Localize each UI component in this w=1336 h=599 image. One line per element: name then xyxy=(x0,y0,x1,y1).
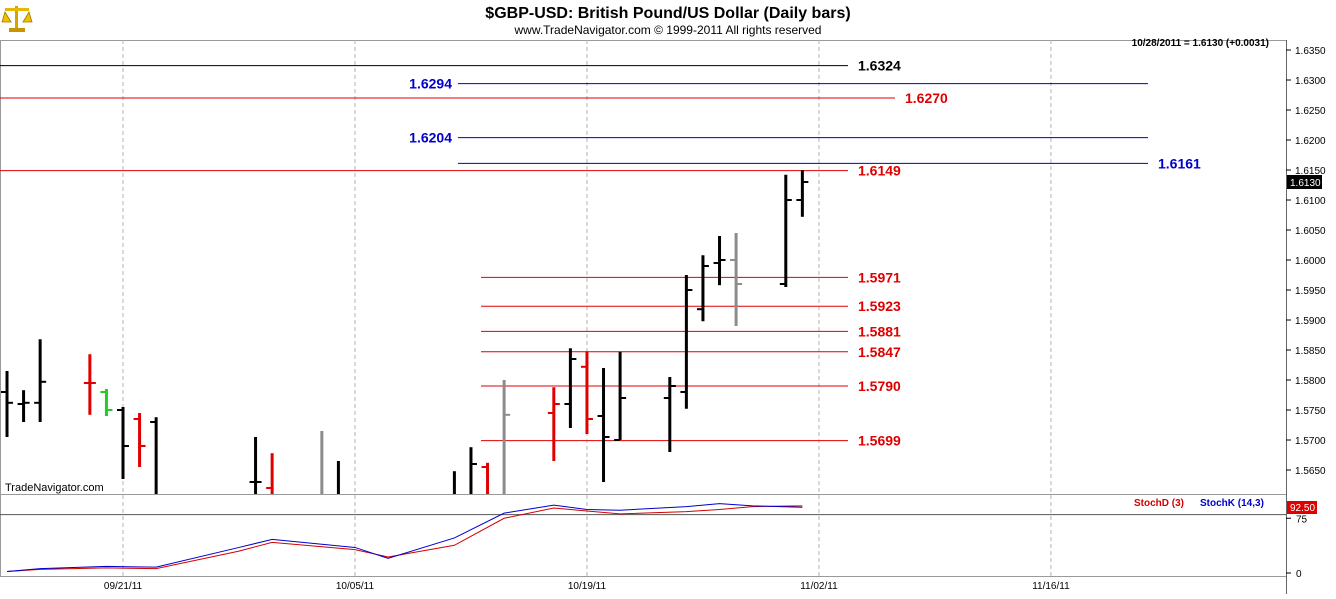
ohlc-bar xyxy=(34,339,47,422)
ohlc-bar xyxy=(580,351,593,434)
ohlc-bar xyxy=(481,462,490,494)
y-tick-label: 1.6300 xyxy=(1295,76,1326,87)
ohlc-bar xyxy=(597,368,610,482)
stoch-last-value-label: 92.50 xyxy=(1290,503,1315,514)
x-tick-label: 10/19/11 xyxy=(568,581,607,592)
ohlc-bar xyxy=(83,354,96,415)
stochastic-panel: 75 0 StochD (3) StochK (14,3) 92.50 xyxy=(0,498,1317,580)
ohlc-bar xyxy=(779,174,792,287)
ohlc-bar xyxy=(1,371,14,437)
y-tick-label: 1.6250 xyxy=(1295,106,1326,117)
price-level-label: 1.6270 xyxy=(905,90,948,106)
ohlc-bar xyxy=(249,437,262,494)
price-level-label: 1.6294 xyxy=(409,76,452,92)
price-level-label: 1.5971 xyxy=(858,269,901,285)
ohlc-bar xyxy=(614,351,627,441)
legend-stochk: StochK (14,3) xyxy=(1200,498,1264,509)
grid xyxy=(122,40,1052,576)
ohlc-bar xyxy=(796,170,809,217)
ohlc-bar xyxy=(713,236,726,286)
x-tick-label: 10/05/11 xyxy=(336,581,375,592)
x-tick-label: 11/16/11 xyxy=(1032,581,1070,592)
stochastic-panel-frame xyxy=(0,494,1287,577)
ohlc-bar xyxy=(133,413,146,467)
ohlc-bar xyxy=(150,417,158,494)
legend-stochd: StochD (3) xyxy=(1134,498,1184,509)
x-tick-label: 11/02/11 xyxy=(800,581,838,592)
y-tick-label: 1.6100 xyxy=(1295,196,1326,207)
y-tick-label: 1.5700 xyxy=(1295,436,1326,447)
price-level-label: 1.5790 xyxy=(858,378,901,394)
watermark-text: TradeNavigator.com xyxy=(5,482,104,494)
price-levels: 1.6324 1.6294 1.6270 1.6204 1.6161 1.6149 1.59… xyxy=(0,58,1201,449)
price-panel-frame xyxy=(0,40,1287,495)
last-price-label: 1.6130 xyxy=(1290,178,1321,189)
stoch-series-line xyxy=(6,503,803,573)
price-level-label: 1.5881 xyxy=(858,323,901,339)
stoch-y-tick-label: 75 xyxy=(1296,514,1308,525)
ohlc-bar xyxy=(696,255,709,322)
x-tick-label: 09/21/11 xyxy=(104,581,143,592)
y-tick-label: 1.5900 xyxy=(1295,316,1326,327)
stoch-y-tick-label: 0 xyxy=(1296,569,1302,580)
y-tick-label: 1.6050 xyxy=(1295,226,1326,237)
ohlc-bar xyxy=(680,275,693,409)
ohlc-bar xyxy=(564,348,577,428)
scales-logo-icon xyxy=(1,6,33,32)
price-level-label: 1.5923 xyxy=(858,298,901,314)
stoch-last-value-box xyxy=(1287,501,1317,514)
last-price-box xyxy=(1287,175,1322,189)
y-tick-label: 1.6000 xyxy=(1295,256,1326,267)
price-level-label: 1.5847 xyxy=(858,344,901,360)
ohlc-bar xyxy=(730,233,743,326)
price-level-label: 1.6204 xyxy=(409,130,452,146)
price-bars xyxy=(1,170,809,494)
ohlc-bar xyxy=(469,447,477,494)
y-tick-label: 1.6150 xyxy=(1295,166,1326,177)
ohlc-bar xyxy=(100,389,113,416)
copyright-text: www.TradeNavigator.com © 1999-2011 All r… xyxy=(514,23,822,37)
chart-title: $GBP-USD: British Pound/US Dollar (Daily… xyxy=(485,5,850,22)
ohlc-bar xyxy=(663,377,676,452)
y-tick-label: 1.5950 xyxy=(1295,286,1326,297)
price-level-label: 1.5699 xyxy=(858,433,901,449)
ohlc-bar xyxy=(266,453,274,494)
ohlc-bar xyxy=(547,387,560,461)
y-tick-label: 1.6200 xyxy=(1295,136,1326,147)
last-quote-text: 10/28/2011 = 1.6130 (+0.0031) xyxy=(1132,38,1269,49)
ohlc-bar xyxy=(117,407,129,479)
y-tick-label: 1.5800 xyxy=(1295,376,1326,387)
ohlc-bar xyxy=(502,380,511,494)
axes: 09/21/11 10/05/11 10/19/11 11/02/11 11/16/11… xyxy=(104,46,1326,592)
y-tick-label: 1.6350 xyxy=(1295,46,1326,57)
stoch-series-line xyxy=(6,505,803,573)
ohlc-bar xyxy=(17,390,30,422)
price-level-label: 1.6149 xyxy=(858,163,901,179)
price-level-label: 1.6161 xyxy=(1158,155,1201,171)
y-tick-label: 1.5850 xyxy=(1295,346,1326,357)
y-tick-label: 1.5650 xyxy=(1295,466,1326,477)
price-level-label: 1.6324 xyxy=(858,58,901,74)
y-tick-label: 1.5750 xyxy=(1295,406,1326,417)
